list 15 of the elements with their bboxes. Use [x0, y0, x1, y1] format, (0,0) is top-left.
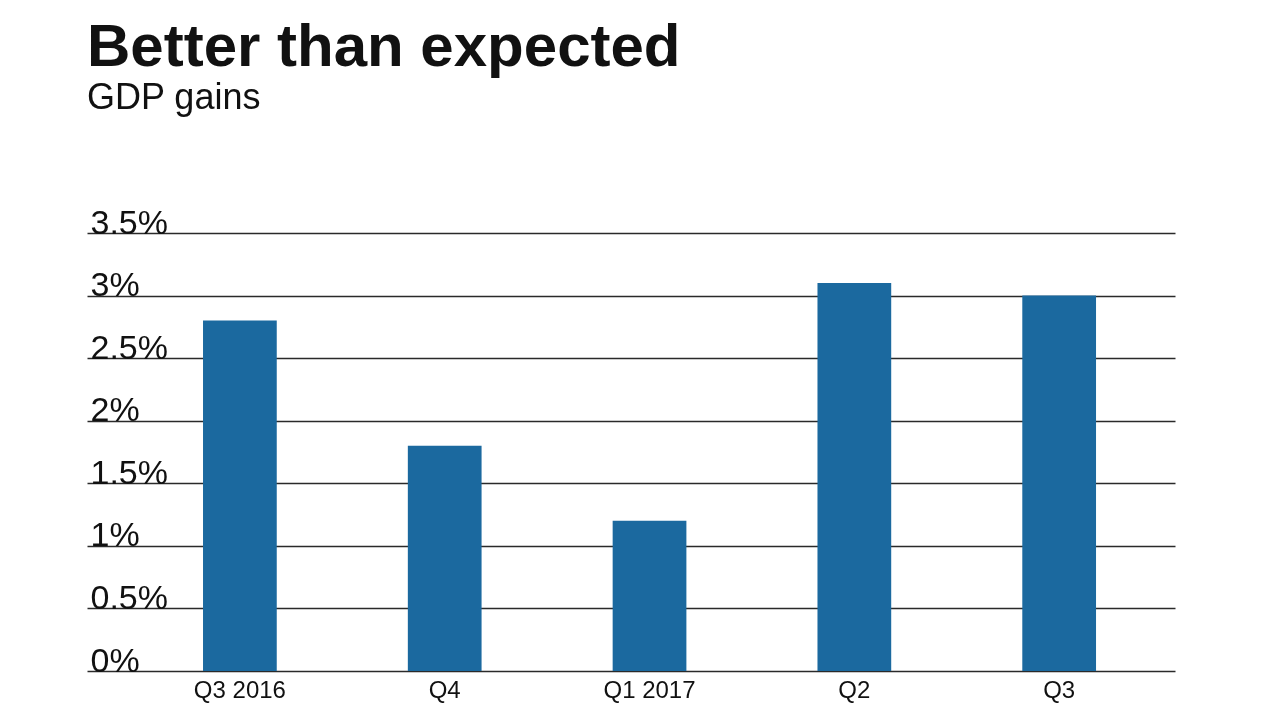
y-tick-label: 3% [90, 265, 140, 304]
x-tick-label: Q1 2017 [603, 675, 696, 703]
y-tick-label: 1% [90, 515, 140, 554]
x-tick-label: Q4 [428, 675, 461, 703]
y-tick-label: 1.5% [90, 452, 168, 491]
x-tick-label: Q3 2016 [193, 675, 286, 703]
x-tick-label: Q3 [1043, 675, 1076, 703]
y-tick-label: 0.5% [90, 577, 168, 616]
chart-subtitle: GDP gains [87, 76, 261, 117]
y-tick-label: 3.5% [90, 202, 168, 241]
chart-title: Better than expected [87, 12, 681, 79]
y-tick-label: 0% [90, 640, 140, 679]
y-tick-label: 2.5% [90, 327, 168, 366]
x-tick-label: Q2 [838, 675, 871, 703]
y-tick-label: 2% [90, 390, 140, 429]
